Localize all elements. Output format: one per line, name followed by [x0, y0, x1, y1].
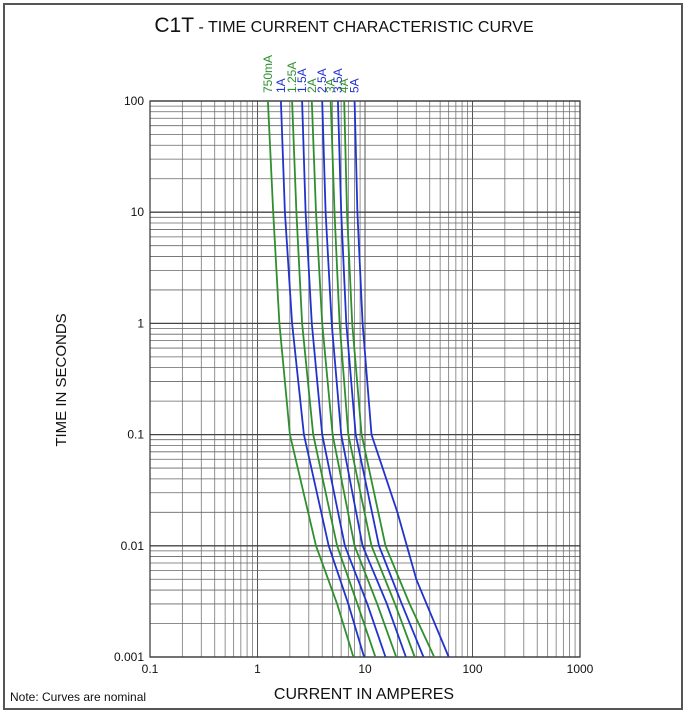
curve-1A	[280, 100, 365, 658]
curve-3.5A	[337, 100, 425, 658]
chart-title-main: C1T	[154, 14, 195, 37]
y-tick-label: 0.1	[127, 428, 144, 442]
x-tick-label: 0.1	[142, 662, 159, 676]
curve-label: 3.5A	[331, 68, 345, 93]
x-axis-label: CURRENT IN AMPERES	[274, 686, 454, 703]
curve-label: 5A	[348, 78, 362, 93]
grid	[149, 100, 581, 658]
chart-frame	[3, 3, 683, 710]
curve-2A	[310, 100, 398, 658]
footnote: Note: Curves are nominal	[10, 690, 147, 704]
curve-1.25A	[291, 100, 377, 658]
x-tick-label: 1000	[567, 662, 594, 676]
curve-label: 1.25A	[285, 62, 299, 93]
x-tick-label: 1	[254, 662, 261, 676]
curve-label: 4A	[337, 78, 351, 93]
chart-title: C1T - TIME CURRENT CHARACTERISTIC CURVE	[0, 14, 688, 38]
chart-title-sub: - TIME CURRENT CHARACTERISTIC CURVE	[198, 19, 534, 36]
curve-1.5A	[301, 100, 387, 658]
tick-labels: 0.1 1 10 100 10000.0010.010.1110100750mA1A1.…	[114, 55, 594, 676]
curve-3A	[329, 100, 416, 658]
y-tick-label: 100	[124, 94, 144, 108]
curve-label: 2.5A	[315, 68, 329, 93]
curve-4A	[343, 100, 436, 658]
curve-5A	[353, 100, 450, 658]
plot-area-border	[149, 100, 581, 658]
x-tick-label: 100	[462, 662, 482, 676]
curve-label: 750mA	[261, 55, 275, 93]
curve-label: 1A	[274, 78, 288, 93]
x-tick-label: 10	[358, 662, 372, 676]
y-tick-label: 0.01	[121, 539, 145, 553]
curve-label: 3A	[324, 78, 338, 93]
curve-label: 1.5A	[295, 68, 309, 93]
y-tick-label: 0.001	[114, 650, 144, 664]
curve-label: 2A	[305, 78, 319, 93]
curve-750mA	[267, 100, 355, 658]
y-axis-label: TIME IN SECONDS	[53, 313, 70, 446]
curves	[267, 100, 450, 658]
y-tick-label: 1	[137, 316, 144, 330]
curve-2.5A	[321, 100, 407, 658]
y-tick-label: 10	[131, 205, 145, 219]
